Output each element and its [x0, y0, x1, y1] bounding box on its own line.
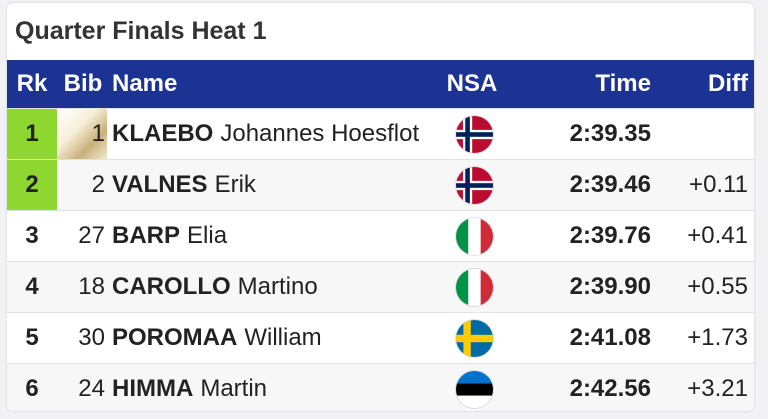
- athlete-name[interactable]: POROMAA William: [112, 313, 442, 363]
- rank-cell: 2: [7, 160, 57, 210]
- nsa-cell: [439, 160, 509, 210]
- time-cell: 2:39.90: [569, 273, 651, 300]
- bib-cell: 1: [57, 109, 107, 159]
- column-header-rank[interactable]: Rk: [16, 70, 48, 97]
- table-row[interactable]: 5 30 POROMAA William 2:41.08 +1.73: [7, 312, 754, 363]
- sweden-flag-icon: [455, 319, 493, 357]
- nsa-cell: [439, 109, 509, 159]
- athlete-given-name: Elia: [187, 222, 228, 249]
- time-cell: 2:39.46: [569, 171, 651, 198]
- athlete-given-name: Erik: [214, 171, 256, 198]
- nsa-cell: [439, 313, 509, 363]
- athlete-surname: BARP: [112, 222, 181, 249]
- results-table-body: 1 1 KLAEBO Johannes Hoesflot 2:39.35: [7, 108, 754, 411]
- rank-cell: 4: [25, 273, 39, 300]
- rank-cell: 1: [7, 109, 57, 159]
- column-header-bib[interactable]: Bib: [63, 70, 103, 97]
- results-card: Quarter Finals Heat 1 Rk Bib Name NSA Ti…: [7, 3, 754, 411]
- column-header-diff[interactable]: Diff: [708, 70, 748, 97]
- table-row[interactable]: 3 27 BARP Elia 2:39.76 +0.41: [7, 210, 754, 261]
- athlete-surname: VALNES: [112, 171, 208, 198]
- rank-cell: 3: [25, 222, 39, 249]
- italy-flag-icon: [455, 268, 493, 306]
- table-row[interactable]: 1 1 KLAEBO Johannes Hoesflot 2:39.35: [7, 108, 754, 159]
- column-header-time[interactable]: Time: [595, 70, 651, 97]
- diff-cell: +3.21: [687, 375, 748, 402]
- nsa-cell: [439, 262, 509, 312]
- athlete-name[interactable]: HIMMA Martin: [112, 364, 442, 411]
- bib-cell: 2: [91, 171, 105, 198]
- diff-cell: +0.55: [687, 273, 748, 300]
- diff-cell: [657, 109, 748, 159]
- athlete-given-name: Martin: [200, 375, 268, 402]
- athlete-given-name: William: [244, 324, 322, 351]
- nsa-cell: [439, 364, 509, 411]
- nsa-cell: [439, 211, 509, 261]
- time-cell: 2:41.08: [569, 324, 651, 351]
- estonia-flag-icon: [455, 370, 493, 408]
- bib-cell: 18: [78, 273, 105, 300]
- athlete-name[interactable]: CAROLLO Martino: [112, 262, 442, 312]
- athlete-given-name: Martino: [237, 273, 318, 300]
- time-cell: 2:39.35: [569, 120, 651, 147]
- norway-flag-icon: [455, 166, 493, 204]
- athlete-name[interactable]: BARP Elia: [112, 211, 442, 261]
- time-cell: 2:39.76: [569, 222, 651, 249]
- diff-cell: +0.41: [687, 222, 748, 249]
- table-row[interactable]: 2 2 VALNES Erik 2:39.46 +0.11: [7, 159, 754, 210]
- heat-title: Quarter Finals Heat 1: [15, 17, 267, 45]
- athlete-name[interactable]: KLAEBO Johannes Hoesflot: [112, 109, 442, 159]
- athlete-name[interactable]: VALNES Erik: [112, 160, 442, 210]
- time-cell: 2:42.56: [569, 375, 651, 402]
- table-row[interactable]: 6 24 HIMMA Martin 2:42.56 +3.21: [7, 363, 754, 411]
- bib-cell: 27: [78, 222, 105, 249]
- diff-cell: +1.73: [687, 324, 748, 351]
- bib-cell: 30: [78, 324, 105, 351]
- table-row[interactable]: 4 18 CAROLLO Martino 2:39.90 +0.55: [7, 261, 754, 312]
- rank-cell: 6: [25, 375, 39, 402]
- italy-flag-icon: [455, 217, 493, 255]
- athlete-surname: CAROLLO: [112, 273, 231, 300]
- athlete-surname: POROMAA: [112, 324, 238, 351]
- athlete-given-name: Johannes Hoesflot: [220, 120, 420, 147]
- rank-cell: 5: [25, 324, 39, 351]
- norway-flag-icon: [455, 115, 493, 153]
- table-header: Rk Bib Name NSA Time Diff: [7, 60, 754, 108]
- bib-cell: 24: [78, 375, 105, 402]
- athlete-surname: HIMMA: [112, 375, 194, 402]
- athlete-surname: KLAEBO: [112, 120, 214, 147]
- column-header-nsa[interactable]: NSA: [446, 70, 498, 97]
- column-header-name[interactable]: Name: [112, 70, 178, 97]
- diff-cell: +0.11: [689, 171, 748, 198]
